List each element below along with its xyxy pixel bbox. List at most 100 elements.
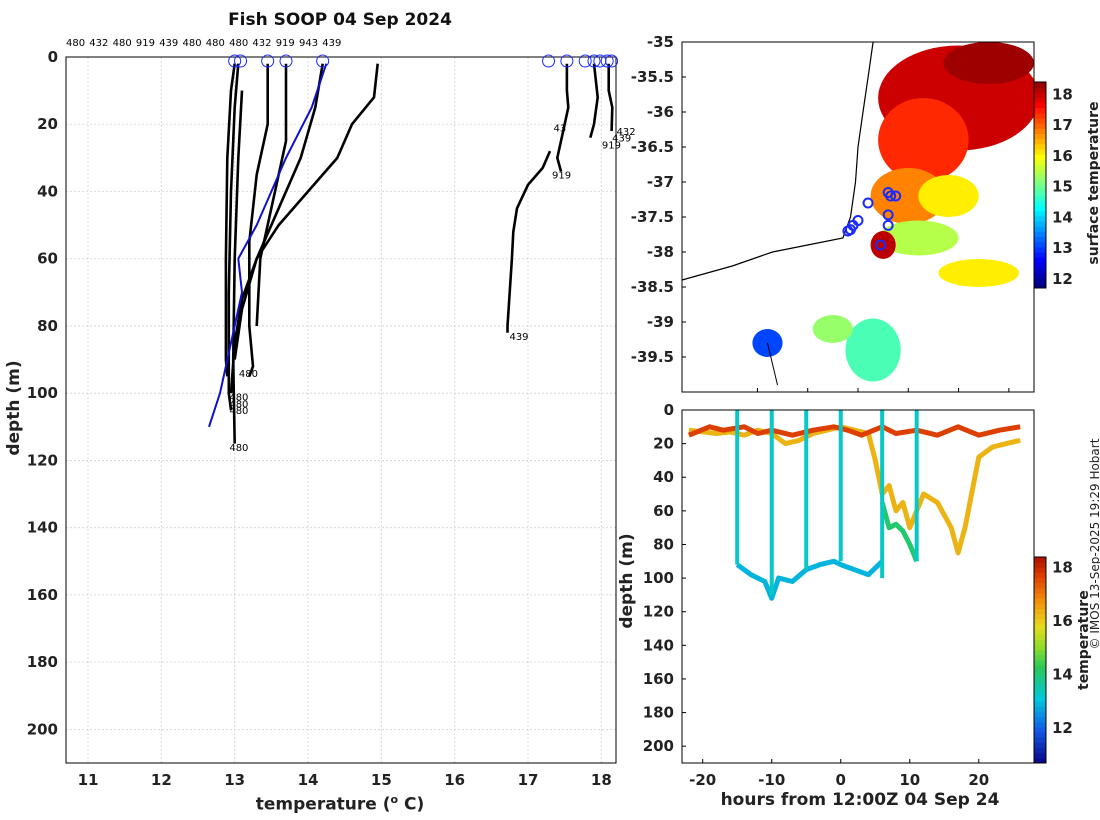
surface-marker [600, 54, 614, 68]
y-tick-label: 80 [37, 317, 58, 335]
sst-patch [878, 98, 969, 182]
station-marker [844, 224, 856, 236]
profile-line-919 [556, 63, 570, 172]
coastline [681, 41, 874, 281]
colorbar-cell [1034, 567, 1046, 573]
depth-annotation: 480 [229, 393, 248, 404]
profile-line-439 [506, 150, 552, 333]
colorbar-cell [1034, 133, 1046, 140]
depth-annotation: 432 [617, 127, 636, 138]
plot-frame [65, 56, 617, 764]
colorbar-cell [1034, 97, 1046, 104]
colorbar-frame [1033, 81, 1047, 289]
x-tick-label: 11 [78, 771, 99, 789]
left-xlabel: temperature (o C) [220, 793, 460, 815]
surface-marker [228, 54, 242, 68]
colorbar-cell [1034, 257, 1046, 263]
colorbar-tick-label: 15 [1052, 178, 1073, 196]
colorbar-cell [1034, 118, 1046, 124]
left-ylabel: depth (m) [4, 360, 24, 456]
x-tick-label: 0 [836, 771, 846, 789]
time-depth-panel: -20 -10 0 10 2002040608010012014016018020012… [643, 401, 1073, 789]
colorbar-cell [1034, 670, 1046, 676]
colorbar-cell [1034, 680, 1046, 687]
top-cast-label: 480 [183, 38, 202, 49]
colorbar-cell [1034, 164, 1046, 171]
y-tick-label: 200 [27, 720, 58, 738]
plot-frame [681, 409, 1035, 764]
x-tick-label: 18 [591, 771, 612, 789]
colorbar-tick-label: 16 [1052, 612, 1073, 630]
y-tick-label: 180 [27, 653, 58, 671]
y-tick-label: -35 [647, 33, 674, 51]
left-xlabel-sup: o [390, 793, 399, 806]
colorbar-cell [1034, 226, 1046, 232]
top-cast-label: 919 [136, 38, 155, 49]
profile-line-480 [231, 90, 244, 444]
colorbar-tick-label: 16 [1052, 147, 1073, 165]
colorbar-cell [1034, 587, 1046, 594]
watermark: © IMOS 13-Sep-2025 19:29 Hobart [1088, 438, 1100, 650]
colorbar-cell [1034, 128, 1046, 134]
chart-title: Fish SOOP 04 Sep 2024 [228, 10, 452, 30]
x-tick-label: 20 [968, 771, 989, 789]
depth-annotation: 439 [509, 332, 528, 343]
map-colorbar-label: surface temperature [1086, 101, 1100, 265]
y-tick-label: -37.5 [631, 208, 674, 226]
x-tick-label: 17 [518, 771, 539, 789]
colorbar-tick-label: 14 [1052, 208, 1073, 226]
colorbar-cell [1034, 603, 1046, 609]
x-tick-label: 10 [899, 771, 920, 789]
colorbar-cell [1034, 174, 1046, 181]
depth-annotation: 439 [612, 134, 631, 145]
sst-patch [878, 220, 959, 256]
x-tick-label: 12 [151, 771, 172, 789]
y-tick-label: 60 [653, 502, 674, 520]
colorbar-cell [1034, 593, 1046, 599]
y-tick-label: 80 [653, 535, 674, 553]
surface-marker [279, 54, 293, 68]
colorbar-cell [1034, 665, 1046, 671]
profile-line-439 [229, 63, 379, 394]
colorbar-cell [1034, 562, 1046, 568]
x-tick-label: -10 [758, 771, 785, 789]
station-marker [890, 190, 902, 202]
depth-annotation: 480 [239, 369, 258, 380]
y-tick-label: -39.5 [631, 348, 674, 366]
td-xlabel: hours from 12:00Z 04 Sep 24 [720, 790, 1000, 810]
colorbar-cell [1034, 123, 1046, 129]
colorbar-tick-label: 17 [1052, 116, 1073, 134]
y-tick-label: -38.5 [631, 278, 674, 296]
colorbar-cell [1034, 701, 1046, 707]
colorbar-tick-label: 12 [1052, 270, 1073, 288]
colorbar-cell [1034, 690, 1046, 697]
colorbar-cell [1034, 267, 1046, 274]
colorbar-cell [1034, 92, 1046, 98]
temperature-trace [687, 424, 1021, 438]
left-xlabel-base: temperature ( [255, 794, 391, 815]
station-marker [882, 209, 894, 221]
colorbar-cell [1034, 138, 1046, 145]
x-tick-label: 15 [371, 771, 392, 789]
station-marker [875, 239, 887, 251]
colorbar-cell [1034, 742, 1046, 749]
colorbar-cell [1034, 706, 1046, 712]
y-tick-label: -36 [647, 103, 674, 121]
colorbar-cell [1034, 241, 1046, 248]
surface-marker [542, 54, 556, 68]
coastline-tasmania [767, 342, 778, 386]
colorbar-cell [1034, 660, 1046, 666]
colorbar-cell [1034, 634, 1046, 640]
top-cast-label: 480 [113, 38, 132, 49]
depth-annotation: 919 [602, 140, 621, 151]
profile-panel: 11 12 13 14 15 16 17 18020406080100120140160180… [27, 38, 636, 789]
colorbar-cell [1034, 649, 1046, 656]
colorbar-cell [1034, 716, 1046, 723]
y-tick-label: 20 [37, 115, 58, 133]
top-cast-label: 439 [159, 38, 178, 49]
station-marker [862, 197, 874, 209]
colorbar-cell [1034, 185, 1046, 191]
y-tick-label: 20 [653, 435, 674, 453]
y-tick-label: 0 [48, 48, 58, 66]
